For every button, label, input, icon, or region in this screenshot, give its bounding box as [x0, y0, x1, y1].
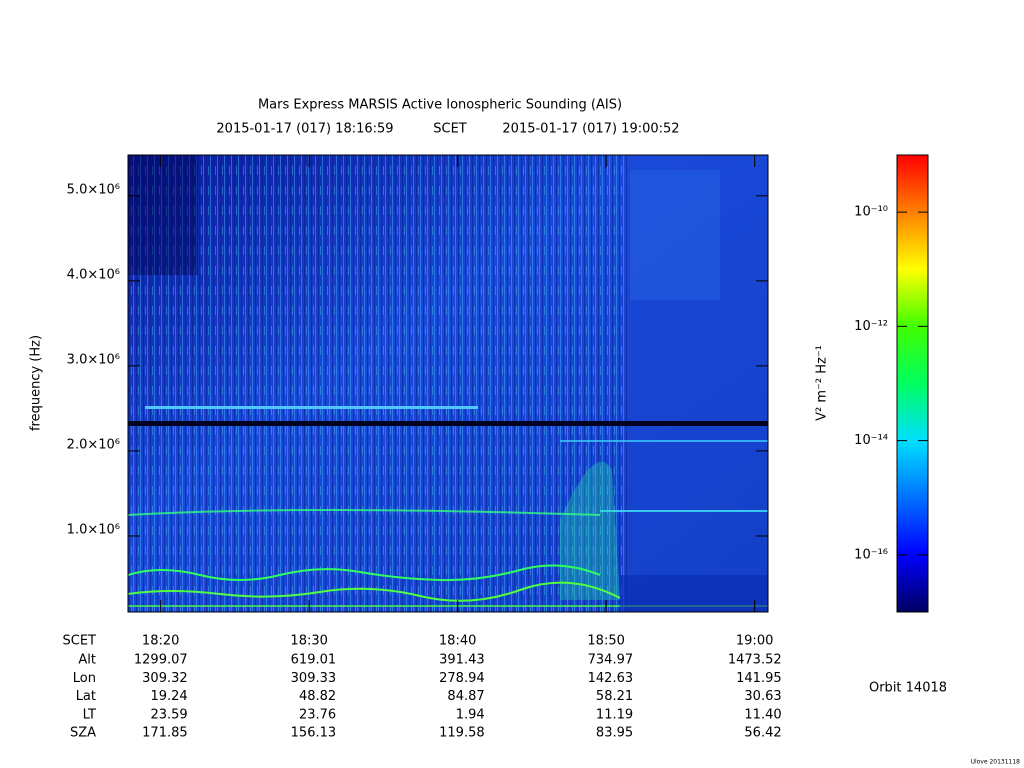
footer: Ulove 20131118	[971, 759, 1021, 766]
table-row-label: SZA	[70, 726, 96, 741]
table-cell: 309.33	[291, 671, 337, 686]
table-cell: 84.87	[447, 689, 484, 704]
colorbar-label: V² m⁻² Hz⁻¹	[815, 345, 830, 421]
time-system: SCET	[433, 122, 467, 137]
table-cell: 19.24	[150, 689, 187, 704]
colorbar-tick-label: 10⁻¹⁴	[854, 433, 888, 448]
table-cell: 1299.07	[134, 653, 188, 668]
table-row-label: LT	[83, 707, 96, 722]
colorbar-tick-label: 10⁻¹²	[854, 319, 888, 334]
table-cell: 278.94	[439, 671, 485, 686]
table-cell: 619.01	[291, 653, 337, 668]
y-tick-label: 2.0×10⁶	[67, 437, 120, 452]
table-cell: 11.40	[744, 707, 781, 722]
table-row-label: Lat	[76, 689, 96, 704]
table-cell: 23.76	[299, 707, 336, 722]
chart-title: Mars Express MARSIS Active Ionospheric S…	[258, 98, 622, 113]
orbit-label: Orbit 14018	[869, 681, 947, 696]
table-cell: 1473.52	[728, 653, 782, 668]
table-row-label: Alt	[78, 653, 96, 668]
table-cell: 23.59	[150, 707, 187, 722]
table-cell: 309.32	[142, 671, 188, 686]
table-cell: 11.19	[596, 707, 633, 722]
table-cell: 30.63	[744, 689, 781, 704]
y-tick-label: 5.0×10⁶	[67, 182, 120, 197]
table-cell: 156.13	[291, 726, 337, 741]
table-cell: 58.21	[596, 689, 633, 704]
y-tick-label: 4.0×10⁶	[67, 267, 120, 282]
spectrogram-image	[128, 155, 768, 612]
table-cell: 142.63	[588, 671, 634, 686]
x-tick-label: 18:40	[439, 634, 476, 649]
table-row-label: Lon	[73, 671, 96, 686]
table-cell: 1.94	[456, 707, 485, 722]
table-cell: 734.97	[588, 653, 634, 668]
table-cell: 391.43	[439, 653, 485, 668]
x-tick-label: 19:00	[736, 634, 773, 649]
colorbar	[896, 154, 929, 613]
plot-frame	[127, 154, 769, 613]
x-tick-label: 18:50	[587, 634, 624, 649]
colorbar-tick-label: 10⁻¹⁰	[854, 205, 888, 220]
table-row-label: SCET	[63, 634, 97, 649]
table-cell: 171.85	[142, 726, 188, 741]
y-tick-label: 1.0×10⁶	[67, 522, 120, 537]
table-cell: 119.58	[439, 726, 485, 741]
x-tick-label: 18:30	[290, 634, 327, 649]
y-tick-label: 3.0×10⁶	[67, 352, 120, 367]
table-cell: 83.95	[596, 726, 633, 741]
y-axis-label: frequency (Hz)	[29, 335, 44, 431]
start-time: 2015-01-17 (017) 18:16:59	[216, 122, 393, 137]
colorbar-tick-label: 10⁻¹⁶	[854, 547, 888, 562]
x-tick-label: 18:20	[142, 634, 179, 649]
table-cell: 48.82	[299, 689, 336, 704]
table-cell: 56.42	[744, 726, 781, 741]
end-time: 2015-01-17 (017) 19:00:52	[502, 122, 679, 137]
table-cell: 141.95	[736, 671, 782, 686]
